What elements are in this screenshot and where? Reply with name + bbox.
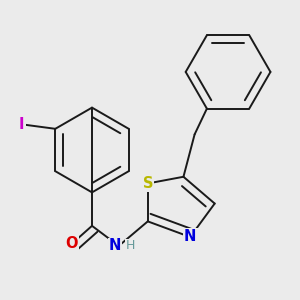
Text: N: N: [184, 230, 196, 244]
Text: N: N: [109, 238, 121, 253]
Text: H: H: [125, 239, 135, 252]
Text: I: I: [19, 117, 25, 132]
Text: O: O: [66, 236, 78, 251]
Text: S: S: [142, 176, 153, 191]
